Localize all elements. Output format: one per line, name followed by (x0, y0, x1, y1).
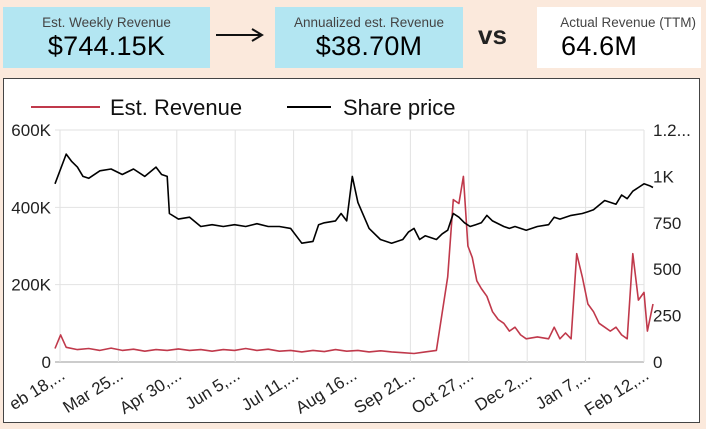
legend-label-revenue: Est. Revenue (110, 95, 242, 120)
x-tick-label: Dec 2,... (472, 365, 536, 415)
legend-label-price: Share price (343, 95, 456, 120)
y-left-tick-label: 400K (11, 198, 51, 217)
annualized-revenue-label: Annualized est. Revenue (293, 15, 445, 30)
right-arrow-icon (216, 28, 264, 42)
vs-label: vs (478, 20, 507, 50)
x-tick-label: eb 18,... (6, 365, 68, 414)
annualized-revenue-card: Annualized est. Revenue $38.70M (275, 7, 463, 68)
series-lines (54, 153, 654, 355)
x-tick-label: Apr 30,... (116, 365, 185, 418)
weekly-revenue-card: Est. Weekly Revenue $744.15K (3, 7, 210, 68)
actual-revenue-value: 64.6M (561, 31, 638, 61)
x-tick-label: Jul 11,... (238, 365, 301, 414)
y-right-tick-label: 750 (653, 214, 681, 233)
y-right-tick-label: 500 (653, 260, 681, 279)
y-left-tick-label: 600K (11, 121, 51, 140)
x-tick-label: Feb 12,... (581, 365, 652, 419)
revenue-vs-price-chart: Est. Revenue Share price 0 200K 400K 600K 0 2… (3, 78, 700, 423)
actual-revenue-card: Actual Revenue (TTM) 64.6M (537, 7, 701, 68)
series-line-share-price (54, 153, 654, 244)
x-tick-label: Jun 5,... (182, 365, 243, 413)
y-right-tick-label: 250 (653, 307, 681, 326)
y-right-tick-label: 0 (653, 353, 662, 372)
chart-legend: Est. Revenue Share price (31, 95, 456, 120)
axis-ticks: 0 200K 400K 600K 0 250 500 750 1K 1.2... eb 18,...… (6, 121, 691, 419)
weekly-revenue-label: Est. Weekly Revenue (42, 15, 171, 30)
weekly-revenue-value: $744.15K (47, 31, 166, 61)
x-tick-label: Aug 16... (292, 365, 360, 417)
series-line-est-revenue (54, 175, 654, 355)
y-left-tick-label: 200K (11, 276, 51, 295)
x-tick-label: Oct 27,... (408, 365, 477, 418)
line-chart-svg: Est. Revenue Share price 0 200K 400K 600K 0 2… (6, 95, 691, 419)
y-left-tick-label: 0 (42, 353, 51, 372)
actual-revenue-label: Actual Revenue (TTM) (560, 15, 696, 30)
grid-lines (55, 129, 645, 363)
annualized-revenue-value: $38.70M (315, 31, 423, 61)
x-tick-label: Sep 21... (351, 365, 419, 417)
y-right-tick-label: 1.2... (653, 121, 691, 140)
x-tick-label: Mar 25... (60, 365, 127, 417)
y-right-tick-label: 1K (653, 167, 674, 186)
